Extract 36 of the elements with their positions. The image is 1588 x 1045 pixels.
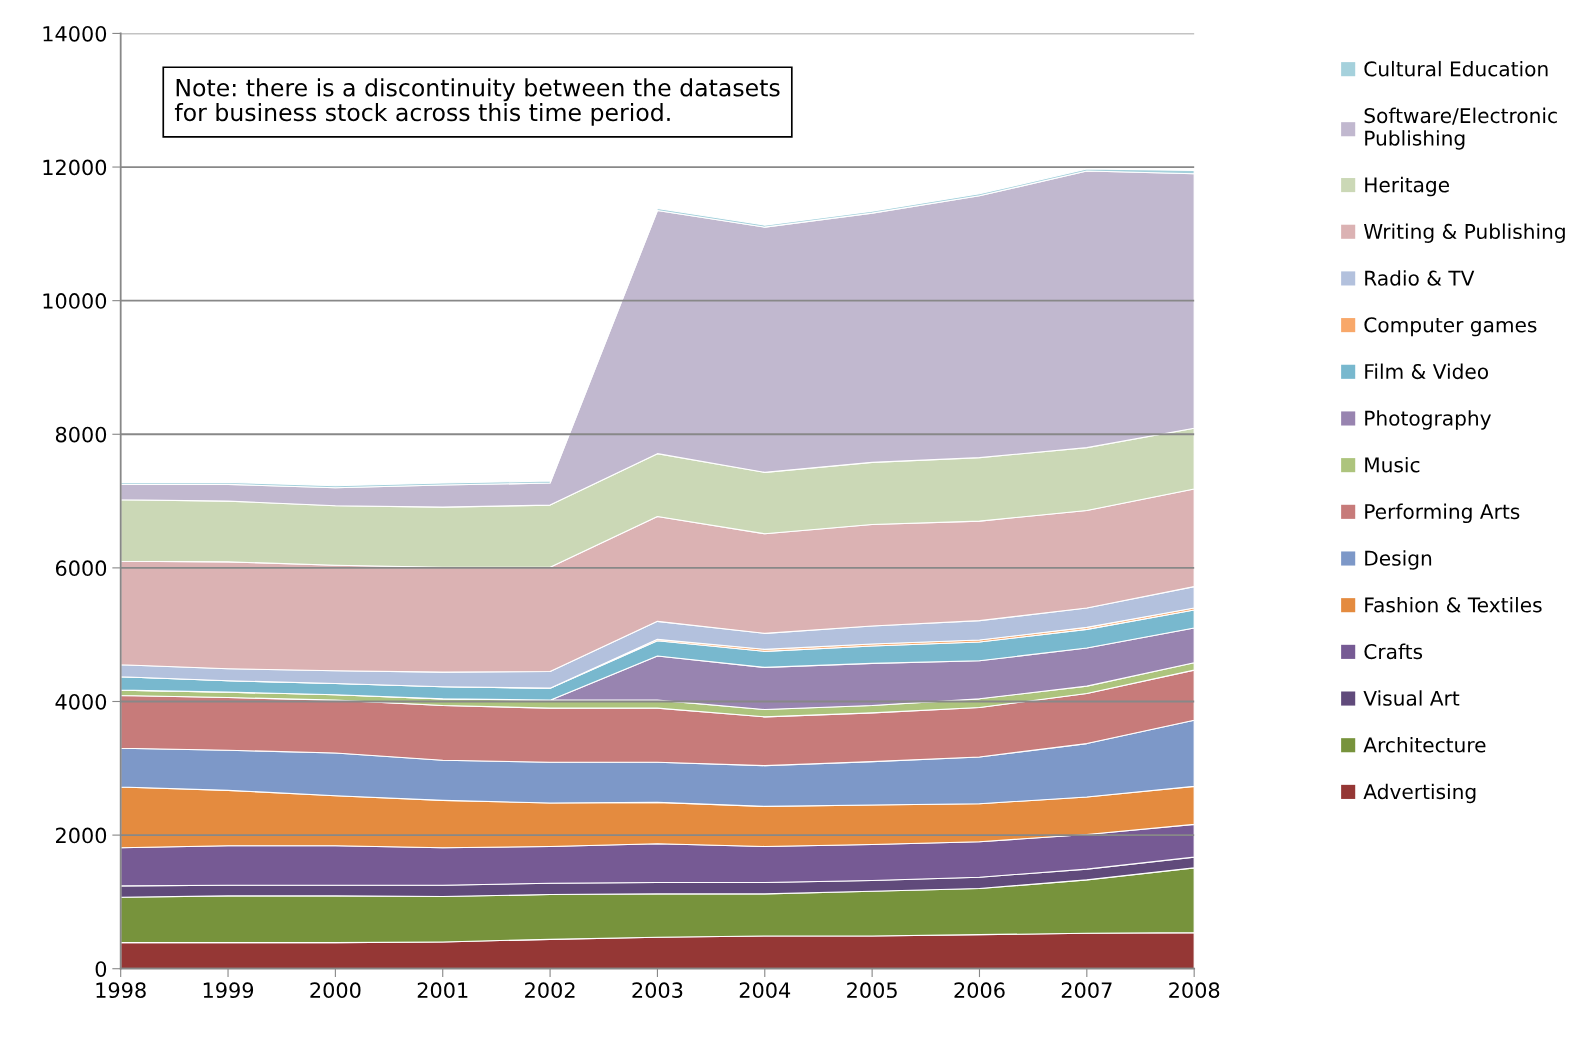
legend-label: Radio & TV [1365, 270, 1475, 286]
x-tick-label: 2000 [310, 982, 361, 999]
x-tick-label: 2006 [954, 982, 1005, 999]
y-tick-label: 4000 [55, 693, 107, 710]
legend-label: Architecture [1363, 736, 1486, 753]
legend-label: Film & Video [1365, 363, 1489, 380]
legend-label: Advertising [1363, 783, 1476, 804]
x-tick-label: 2004 [739, 982, 791, 999]
legend-label: Crafts [1364, 643, 1423, 660]
x-tick-label: 1999 [203, 982, 254, 999]
legend-label: Music [1365, 456, 1420, 473]
annotation: Note: there is a discontinuity between the datasets for business stock across this time period. [174, 78, 780, 126]
legend-label: Design [1365, 550, 1432, 570]
legend-label: Fashion & Textiles [1365, 596, 1542, 613]
x-tick-label: 2007 [1061, 982, 1112, 999]
x-tick-label: 2002 [525, 982, 575, 999]
x-tick-label: 2001 [417, 982, 468, 999]
y-tick-label: 6000 [55, 560, 107, 577]
legend-label: Photography [1365, 410, 1491, 430]
legend-label: Heritage [1365, 176, 1450, 197]
legend-label: Visual Art [1363, 690, 1460, 706]
y-tick-label: 2000 [56, 827, 107, 844]
y-tick-label: 14000 [43, 25, 107, 42]
x-tick-label: 2008 [1169, 982, 1220, 999]
x-tick-label: 1998 [96, 982, 146, 999]
legend-label: Computer games [1364, 317, 1537, 337]
x-tick-label: 2005 [847, 982, 897, 999]
y-tick-label: 10000 [43, 293, 107, 309]
y-tick-label: 12000 [43, 159, 107, 176]
y-tick-label: 0 [95, 961, 107, 977]
legend-label: Writing & Publishing [1363, 223, 1565, 243]
y-tick-label: 8000 [55, 426, 107, 443]
legend-label: Cultural Education [1364, 60, 1548, 77]
legend-label: Software/Electronic Publishing [1364, 107, 1557, 150]
x-tick-label: 2003 [632, 982, 683, 999]
legend-label: Performing Arts [1365, 503, 1520, 524]
